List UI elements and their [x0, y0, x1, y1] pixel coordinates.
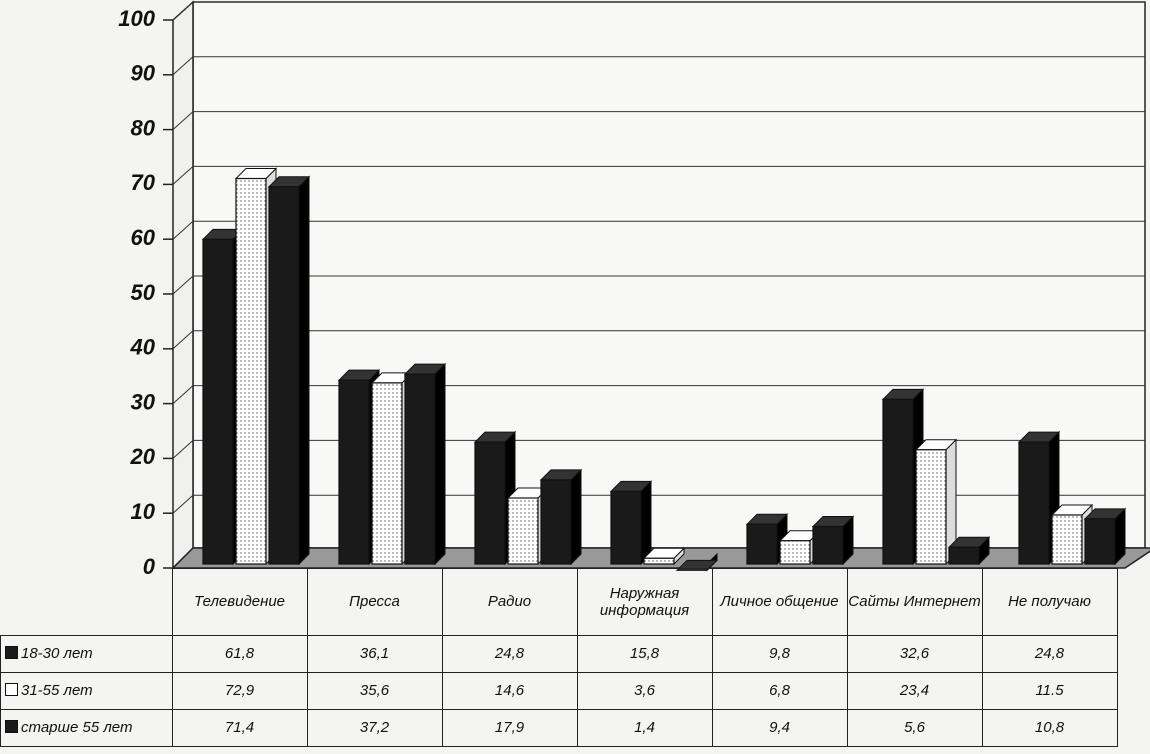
y-tick-label: 80	[131, 115, 156, 140]
value-label: 35,6	[306, 671, 443, 710]
value-label: 71,4	[171, 708, 308, 747]
y-tick-label: 60	[131, 225, 156, 250]
grid-line	[172, 440, 194, 459]
grid-line	[172, 111, 194, 130]
value-label: 61,8	[171, 634, 308, 673]
bar	[915, 449, 947, 565]
corner-cell	[0, 568, 173, 636]
category-label: Личное общение	[711, 568, 848, 636]
legend-cell: 18-30 лет	[0, 634, 173, 673]
series-row: 18-30 лет 61,8 36,1 24,8 15,8 9,8 32,6 24,8	[0, 634, 1118, 673]
value-label: 9,4	[711, 708, 848, 747]
value-label: 5,6	[846, 708, 983, 747]
y-tick-label: 100	[118, 6, 155, 31]
header-row: Телевидение Пресса Радио Наружная информаци…	[0, 568, 1118, 636]
value-label: 23,4	[846, 671, 983, 710]
bar	[268, 186, 300, 565]
data-table: Телевидение Пресса Радио Наружная информаци…	[0, 568, 1118, 747]
bar	[235, 177, 267, 565]
bar	[371, 382, 403, 565]
category-label: Радио	[441, 568, 578, 636]
grid-line	[172, 494, 194, 514]
bar	[540, 479, 572, 565]
grid-line	[172, 330, 194, 350]
legend-label: 18-30 лет	[21, 645, 93, 662]
legend-label: старше 55 лет	[21, 719, 133, 736]
value-label: 14,6	[441, 671, 578, 710]
y-tick-label: 10	[131, 499, 156, 524]
grid-line	[172, 275, 194, 295]
category-label: Наружная информация	[576, 568, 713, 636]
bar	[474, 441, 506, 565]
bar	[610, 490, 642, 565]
y-tick-label: 70	[131, 170, 156, 195]
y-tick-label: 50	[131, 280, 156, 305]
value-label: 32,6	[846, 634, 983, 673]
bar	[643, 557, 675, 565]
bar	[746, 523, 778, 565]
grid-line	[172, 1, 194, 21]
bar	[882, 398, 914, 565]
bar	[507, 497, 539, 565]
value-label: 15,8	[576, 634, 713, 673]
grid-line	[172, 385, 194, 404]
value-label: 10,8	[981, 708, 1118, 747]
legend-swatch	[5, 720, 18, 733]
y-tick-label: 20	[130, 444, 156, 469]
category-label: Сайты Интернет	[846, 568, 983, 636]
back-wall	[192, 1, 1146, 549]
value-label: 72,9	[171, 671, 308, 710]
category-label: Пресса	[306, 568, 443, 636]
bar	[338, 379, 370, 565]
bar	[1051, 514, 1083, 565]
y-tick-label: 40	[130, 335, 156, 360]
y-tick-label: 30	[131, 389, 156, 414]
series-row: 31-55 лет 72,9 35,6 14,6 3,6 6,8 23,4 11.5	[0, 671, 1118, 710]
value-label: 9,8	[711, 634, 848, 673]
bar	[1084, 518, 1116, 565]
bar-side	[570, 468, 582, 566]
bar-side	[298, 175, 310, 566]
bar	[202, 238, 234, 565]
bar	[404, 373, 436, 565]
legend-swatch	[5, 646, 18, 659]
value-label: 1,4	[576, 708, 713, 747]
category-label: Телевидение	[171, 568, 308, 636]
grid-line	[172, 220, 194, 240]
value-label: 11.5	[981, 671, 1118, 710]
value-label: 24,8	[981, 634, 1118, 673]
value-label: 3,6	[576, 671, 713, 710]
bar	[1018, 441, 1050, 565]
legend-cell: старше 55 лет	[0, 708, 173, 747]
legend-cell: 31-55 лет	[0, 671, 173, 710]
grid-line	[172, 166, 194, 185]
bar-side	[640, 480, 652, 566]
bar-side	[434, 362, 446, 566]
value-label: 37,2	[306, 708, 443, 747]
value-label: 24,8	[441, 634, 578, 673]
bar	[812, 525, 844, 565]
legend-label: 31-55 лет	[21, 682, 93, 699]
value-label: 17,9	[441, 708, 578, 747]
series-row: старше 55 лет 71,4 37,2 17,9 1,4 9,4 5,6 10,8	[0, 708, 1118, 747]
legend-swatch	[5, 683, 18, 696]
value-label: 36,1	[306, 634, 443, 673]
bar	[779, 540, 811, 565]
bar	[948, 546, 980, 565]
category-label: Не получаю	[981, 568, 1118, 636]
value-label: 6,8	[711, 671, 848, 710]
y-tick-label: 90	[131, 61, 156, 86]
grid-line	[172, 56, 194, 76]
